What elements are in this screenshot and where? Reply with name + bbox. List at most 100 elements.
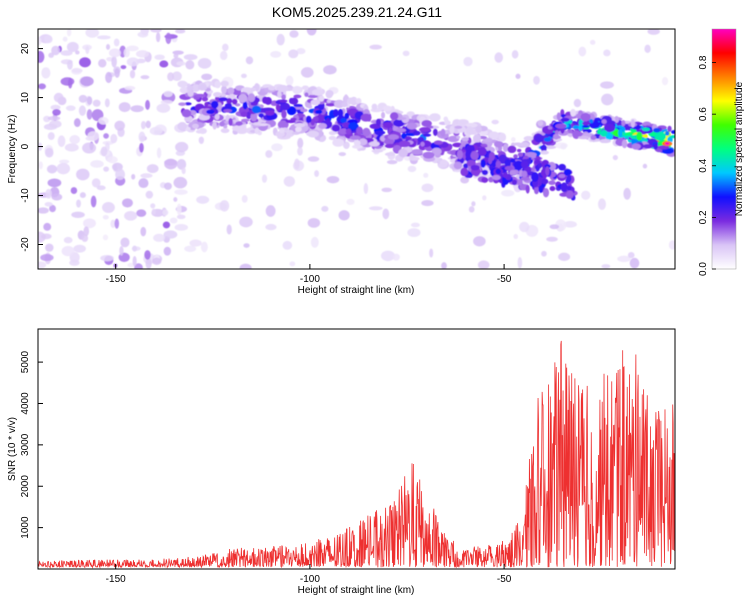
heatmap-cell: [294, 122, 306, 128]
heatmap-cell: [516, 143, 525, 147]
heatmap-cell: [293, 94, 302, 99]
heatmap-cell: [668, 240, 675, 250]
heatmap-cell: [534, 134, 544, 143]
heatmap-cell: [46, 164, 58, 174]
heatmap-cell: [76, 168, 90, 181]
heatmap-cell: [524, 152, 537, 158]
heatmap-cell: [80, 76, 94, 87]
heatmap-cell: [491, 174, 501, 181]
heatmap-cell: [258, 113, 264, 118]
heatmap-cell: [363, 182, 369, 195]
heatmap-cell: [422, 133, 432, 137]
heatmap-cell: [176, 158, 187, 170]
y-tick-label: 20: [20, 43, 31, 55]
colorbar-tick-label: 0.2: [698, 210, 709, 224]
heatmap-cell: [368, 206, 383, 211]
heatmap-cell: [68, 77, 73, 89]
heatmap-cell: [296, 48, 306, 55]
heatmap-cell: [141, 121, 146, 130]
heatmap-cell: [183, 54, 198, 61]
heatmap-cell: [132, 245, 137, 252]
heatmap-cell: [349, 135, 361, 140]
heatmap-cell: [382, 121, 394, 129]
heatmap-cell: [227, 87, 235, 95]
heatmap-cell: [124, 210, 138, 221]
heatmap-cell: [314, 170, 320, 178]
heatmap-cell: [581, 190, 591, 200]
heatmap-cell: [555, 123, 567, 129]
heatmap-cell: [429, 113, 441, 122]
snr-y-label: SNR (10 * v/v): [7, 417, 18, 481]
heatmap-cell: [541, 250, 547, 257]
heatmap-cell: [140, 226, 147, 237]
heatmap-cell: [290, 117, 297, 121]
heatmap-cell: [48, 52, 54, 58]
heatmap-cell: [102, 202, 115, 213]
heatmap-cell: [47, 132, 55, 140]
heatmap-cell: [601, 119, 607, 125]
heatmap-cell: [164, 158, 178, 170]
heatmap-cell: [281, 109, 287, 119]
heatmap-cell: [492, 158, 497, 168]
heatmap-cell: [175, 141, 189, 153]
heatmap-cell: [135, 50, 149, 58]
heatmap-cell: [556, 112, 561, 121]
heatmap-cell: [163, 246, 172, 256]
heatmap-cell: [548, 180, 556, 186]
heatmap-cell: [406, 122, 418, 130]
heatmap-cell: [386, 160, 398, 165]
heatmap-cell: [195, 129, 204, 134]
heatmap-cell: [69, 135, 80, 145]
heatmap-cell: [140, 75, 150, 80]
heatmap-cell: [477, 260, 490, 269]
heatmap-cell: [65, 105, 76, 111]
heatmap-cell: [654, 131, 667, 141]
heatmap-cell: [653, 127, 661, 133]
heatmap-cell: [100, 254, 114, 262]
heatmap-cell: [221, 85, 227, 94]
heatmap-cell: [480, 159, 486, 168]
heatmap-cell: [537, 162, 543, 169]
heatmap-cell: [211, 100, 219, 109]
heatmap-cell: [195, 93, 206, 98]
heatmap-cell: [268, 85, 276, 91]
heatmap-cell: [245, 56, 254, 65]
heatmap-cell: [38, 207, 49, 214]
heatmap-cell: [531, 172, 539, 182]
heatmap-cell: [297, 147, 303, 156]
heatmap-cell: [307, 104, 313, 109]
heatmap-cell: [181, 167, 186, 175]
heatmap-cell: [362, 127, 371, 137]
heatmap-cell: [371, 103, 378, 111]
snr-series-line: [38, 340, 675, 569]
heatmap-cell: [282, 240, 293, 250]
heatmap-cell: [311, 89, 324, 96]
heatmap-cell: [155, 32, 161, 43]
heatmap-cell: [239, 216, 253, 228]
heatmap-cell: [181, 109, 192, 118]
heatmap-cell: [498, 132, 507, 142]
heatmap-cell: [402, 50, 410, 57]
heatmap-cell: [393, 119, 405, 127]
heatmap-cell: [289, 261, 296, 267]
heatmap-cell: [538, 185, 544, 193]
heatmap-cell: [341, 101, 348, 108]
heatmap-cell: [85, 45, 90, 55]
heatmap-cell: [235, 121, 243, 126]
heatmap-cell: [71, 68, 83, 73]
heatmap-cell: [73, 118, 81, 127]
heatmap-cell: [456, 135, 461, 139]
heatmap-cell: [218, 97, 228, 102]
heatmap-cell: [540, 145, 547, 151]
heatmap-cell: [156, 147, 162, 159]
heatmap-cell: [343, 141, 350, 150]
heatmap-cell: [198, 136, 205, 144]
heatmap-cell: [156, 103, 171, 113]
heatmap-cell: [667, 125, 672, 132]
heatmap-cell: [671, 130, 675, 134]
heatmap-cell: [328, 130, 337, 136]
heatmap-cell: [398, 148, 409, 158]
heatmap-cell: [254, 127, 260, 135]
heatmap-cell: [551, 138, 563, 142]
heatmap-cell: [382, 105, 393, 112]
